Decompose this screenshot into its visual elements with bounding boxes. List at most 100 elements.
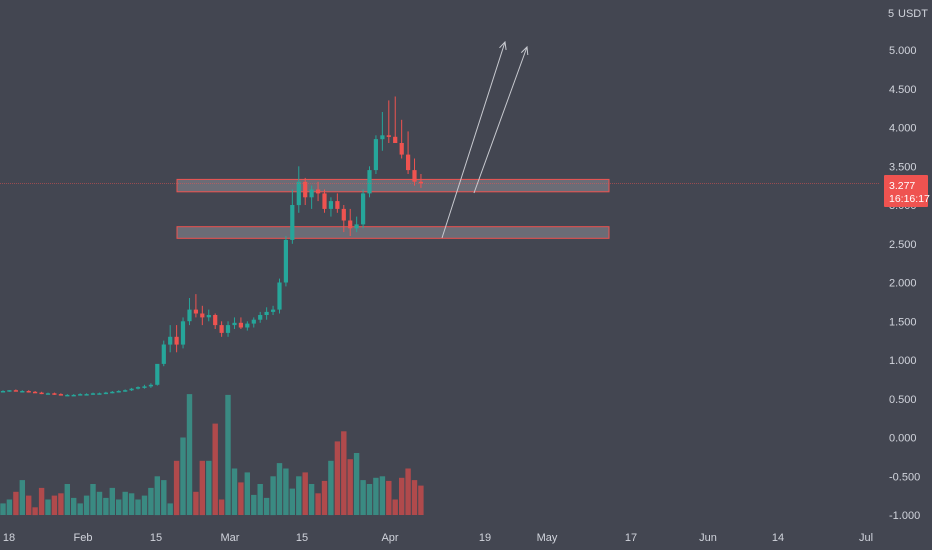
volume-bar — [251, 494, 257, 515]
support-zone[interactable] — [176, 178, 610, 193]
candle[interactable] — [290, 189, 295, 244]
candle[interactable] — [7, 390, 12, 392]
candle[interactable] — [367, 166, 372, 198]
candle[interactable] — [193, 294, 198, 318]
candle[interactable] — [78, 393, 83, 396]
candlesticks[interactable] — [0, 96, 423, 397]
candle-body — [52, 393, 57, 395]
candle[interactable] — [155, 363, 160, 386]
candle[interactable] — [90, 392, 96, 395]
candle[interactable] — [26, 390, 31, 393]
volume-bars — [0, 394, 424, 516]
candle[interactable] — [161, 340, 166, 367]
candle[interactable] — [213, 313, 218, 330]
candle[interactable] — [225, 321, 231, 337]
candle[interactable] — [348, 208, 353, 236]
candle-body — [283, 239, 288, 283]
candle[interactable] — [20, 390, 25, 393]
time-axis[interactable]: 18 Feb 15 Mar 15 Apr 19 May 17 Jun 14 Jul — [3, 532, 873, 544]
candle[interactable] — [71, 394, 76, 397]
candle[interactable] — [258, 311, 263, 323]
candle[interactable] — [200, 305, 205, 326]
candle[interactable] — [13, 389, 18, 392]
candle[interactable] — [168, 325, 173, 353]
candle[interactable] — [393, 96, 398, 144]
candle-body — [45, 393, 51, 395]
candle[interactable] — [0, 390, 6, 393]
volume-bar — [231, 468, 238, 515]
candle[interactable] — [380, 112, 385, 151]
volume-bar — [399, 477, 405, 515]
candle[interactable] — [296, 166, 301, 213]
price-tick-label: 1.500 — [889, 316, 917, 328]
candle[interactable] — [180, 317, 186, 349]
price-tick-label: 0.500 — [889, 394, 917, 406]
candle[interactable] — [406, 131, 411, 174]
candle[interactable] — [271, 305, 276, 315]
candle[interactable] — [341, 205, 346, 233]
candle[interactable] — [174, 325, 179, 353]
candle[interactable] — [309, 185, 314, 209]
candle[interactable] — [65, 394, 70, 397]
candle-body — [58, 394, 63, 396]
candle[interactable] — [187, 298, 192, 326]
candle[interactable] — [303, 177, 308, 205]
candle[interactable] — [52, 392, 57, 395]
candle[interactable] — [354, 216, 359, 233]
candle[interactable] — [206, 309, 211, 322]
candle[interactable] — [45, 392, 51, 395]
candle[interactable] — [135, 386, 141, 390]
candle[interactable] — [232, 317, 237, 329]
candle[interactable] — [328, 197, 333, 217]
candle-body — [129, 388, 134, 391]
candle[interactable] — [110, 391, 115, 394]
candle[interactable] — [33, 391, 38, 394]
price-axis[interactable]: 5 USDT 5.0004.5004.0003.5003.0002.5002.0… — [888, 8, 928, 522]
time-tick-label: Jul — [859, 532, 873, 544]
projection-arrow[interactable] — [473, 45, 529, 194]
projection-arrows[interactable] — [441, 40, 529, 239]
candle-body — [309, 189, 314, 198]
time-tick-label: Mar — [221, 532, 240, 544]
volume-bar — [128, 493, 135, 515]
candle[interactable] — [58, 393, 63, 396]
candle-body — [290, 205, 295, 240]
candle[interactable] — [123, 389, 128, 392]
candle[interactable] — [39, 391, 44, 395]
candle-body — [161, 344, 166, 364]
candle[interactable] — [361, 189, 366, 229]
candle[interactable] — [219, 321, 224, 337]
candle[interactable] — [103, 391, 108, 395]
candle[interactable] — [251, 317, 256, 328]
candle[interactable] — [283, 236, 288, 287]
candle-body — [258, 315, 263, 320]
candle[interactable] — [412, 158, 417, 186]
volume-bar — [180, 437, 186, 515]
support-zone[interactable] — [176, 226, 610, 239]
candle[interactable] — [84, 393, 89, 396]
volume-bar — [283, 468, 289, 515]
candle[interactable] — [245, 321, 250, 331]
candle[interactable] — [322, 189, 327, 213]
candle[interactable] — [142, 384, 147, 389]
volume-bar — [360, 480, 366, 515]
candle[interactable] — [316, 181, 321, 202]
candle-body — [26, 391, 31, 393]
candle[interactable] — [418, 174, 423, 188]
candle[interactable] — [116, 390, 121, 393]
candle[interactable] — [238, 317, 243, 329]
candle[interactable] — [264, 307, 269, 320]
projection-arrow[interactable] — [441, 40, 507, 239]
candle[interactable] — [277, 278, 282, 314]
candle[interactable] — [335, 193, 340, 213]
candle[interactable] — [129, 387, 134, 391]
candle[interactable] — [399, 119, 404, 159]
candle[interactable] — [373, 135, 378, 174]
support-zones[interactable] — [176, 178, 610, 239]
candle[interactable] — [148, 383, 153, 388]
candle[interactable] — [386, 100, 391, 143]
price-tick-label: 0.000 — [889, 433, 917, 445]
candle[interactable] — [97, 392, 102, 395]
